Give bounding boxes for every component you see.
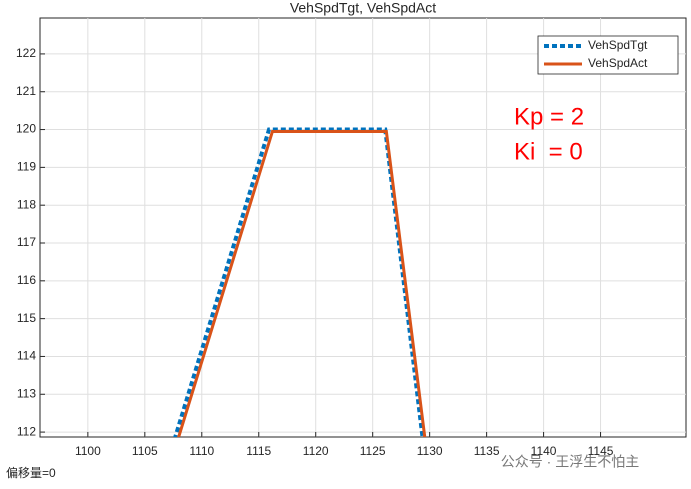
x-tick-label: 1120 (303, 444, 329, 458)
x-tick-label: 1105 (132, 444, 158, 458)
x-tick-label: 1125 (360, 444, 386, 458)
x-tick-label: 1145 (588, 444, 614, 458)
annotation: Kp = 2 (514, 103, 584, 130)
footer-text: 偏移量=0 (6, 465, 56, 480)
x-tick-label: 1110 (189, 444, 214, 458)
y-tick-label: 116 (17, 273, 36, 287)
y-tick-label: 118 (17, 197, 36, 211)
legend-label: VehSpdTgt (588, 38, 648, 52)
chart-title: VehSpdTgt, VehSpdAct (290, 0, 436, 16)
y-tick-label: 121 (16, 84, 36, 98)
legend-box (537, 35, 679, 75)
lines (173, 127, 427, 437)
x-tick-label: 1140 (531, 444, 557, 458)
y-tick-label: 115 (17, 311, 36, 325)
y-tick-label: 120 (16, 122, 36, 136)
legend-label: VehSpdAct (588, 56, 648, 70)
x-tick-label: 1100 (75, 444, 101, 458)
y-tick-label: 114 (17, 349, 36, 363)
x-tick-label: 1130 (417, 444, 443, 458)
y-tick-label: 119 (17, 160, 36, 174)
y-tick-label: 122 (16, 46, 36, 60)
data-line (177, 129, 427, 437)
watermark: 公众号 · 王浮生不怕主 (501, 454, 639, 470)
grid (40, 18, 686, 437)
x-tick-label: 1135 (474, 444, 500, 458)
annotation: Ki = 0 (514, 138, 583, 165)
y-tick-label: 113 (17, 386, 36, 400)
data-line (173, 127, 425, 437)
y-tick-label: 117 (17, 235, 36, 249)
x-tick-label: 1115 (246, 444, 271, 458)
plot-area (39, 17, 687, 438)
y-tick-label: 112 (17, 424, 36, 438)
